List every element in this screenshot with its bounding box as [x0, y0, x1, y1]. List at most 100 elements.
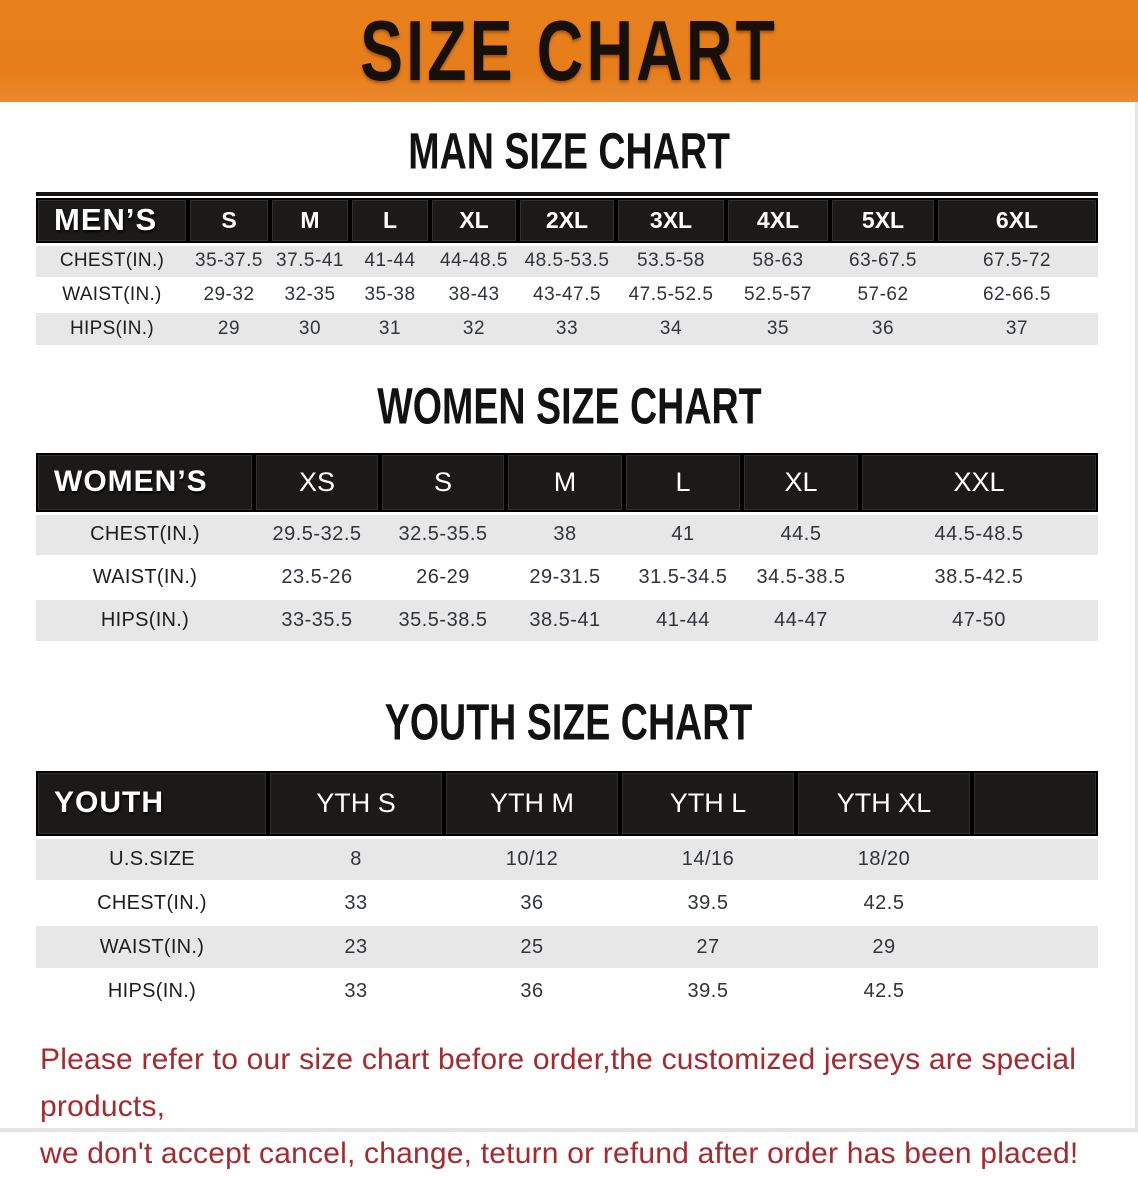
youth-column-header-2: YTH L [620, 771, 796, 839]
womens-column-header-5: XXL [860, 453, 1098, 515]
womens-cell-1-4: 34.5-38.5 [742, 556, 860, 599]
womens-cell-0-3: 41 [624, 513, 742, 556]
womens-cell-1-2: 29-31.5 [506, 556, 624, 599]
youth-corner-label: YOUTH [36, 771, 268, 839]
womens-cell-2-2: 38.5-41 [506, 599, 624, 642]
youth-row-label-3: HIPS(IN.) [36, 969, 268, 1013]
youth-header-spacer [972, 771, 1098, 839]
womens-cell-0-1: 32.5-35.5 [380, 513, 506, 556]
youth-cell-2-1: 25 [444, 925, 620, 969]
youth-section-heading: YOUTH SIZE CHART [0, 695, 1138, 751]
womens-corner-label: WOMEN’S [36, 453, 254, 515]
womens-cell-1-5: 38.5-42.5 [860, 556, 1098, 599]
women-section-heading-text: WOMEN SIZE CHART [376, 378, 762, 436]
youth-cell-2-2: 27 [620, 925, 796, 969]
mens-cell-1-2: 35-38 [350, 278, 430, 312]
youth-cell-3-2: 39.5 [620, 969, 796, 1013]
youth-row-label-0: U.S.SIZE [36, 837, 268, 881]
women-section-heading: WOMEN SIZE CHART [0, 379, 1138, 435]
mens-header-row: MEN’S S M L XL 2XL 3XL 4XL 5XL 6XL [36, 198, 1098, 246]
mens-cell-0-7: 63-67.5 [830, 244, 936, 278]
womens-cell-2-4: 44-47 [742, 599, 860, 642]
mens-cell-0-5: 53.5-58 [616, 244, 726, 278]
mens-cell-2-1: 30 [270, 312, 350, 346]
womens-row-1: WAIST(IN.) 23.5-26 26-29 29-31.5 31.5-34.5 34… [36, 556, 1098, 599]
youth-row-label-1: CHEST(IN.) [36, 881, 268, 925]
youth-column-header-1: YTH M [444, 771, 620, 839]
womens-row-0: CHEST(IN.) 29.5-32.5 32.5-35.5 38 41 44.5 44.5… [36, 513, 1098, 556]
mens-cell-0-0: 35-37.5 [188, 244, 270, 278]
mens-cell-2-3: 32 [430, 312, 518, 346]
youth-cell-1-0: 33 [268, 881, 444, 925]
mens-cell-2-5: 34 [616, 312, 726, 346]
mens-row-1: WAIST(IN.) 29-32 32-35 35-38 38-43 43-47.5 47.… [36, 278, 1098, 312]
mens-corner-label: MEN’S [36, 198, 188, 246]
mens-cell-2-0: 29 [188, 312, 270, 346]
womens-cell-0-2: 38 [506, 513, 624, 556]
mens-cell-0-2: 41-44 [350, 244, 430, 278]
mens-row-label-2: HIPS(IN.) [36, 312, 188, 346]
womens-header-row: WOMEN’S XS S M L XL XXL [36, 453, 1098, 515]
mens-size-table: MEN’S S M L XL 2XL 3XL 4XL 5XL 6XL CHEST(IN.) 35-37… [36, 198, 1098, 347]
youth-cell-1-2: 39.5 [620, 881, 796, 925]
womens-cell-1-0: 23.5-26 [254, 556, 380, 599]
mens-size-table-wrap: MEN’S S M L XL 2XL 3XL 4XL 5XL 6XL CHEST(IN.) 35-37… [36, 192, 1098, 347]
youth-cell-3-0: 33 [268, 969, 444, 1013]
womens-row-2: HIPS(IN.) 33-35.5 35.5-38.5 38.5-41 41-44 44-… [36, 599, 1098, 642]
womens-cell-1-3: 31.5-34.5 [624, 556, 742, 599]
mens-cell-1-4: 43-47.5 [518, 278, 616, 312]
mens-cell-0-1: 37.5-41 [270, 244, 350, 278]
mens-cell-2-6: 35 [726, 312, 830, 346]
youth-row-spacer [972, 969, 1098, 1013]
mens-cell-1-0: 29-32 [188, 278, 270, 312]
youth-cell-1-3: 42.5 [796, 881, 972, 925]
mens-cell-1-3: 38-43 [430, 278, 518, 312]
womens-cell-1-1: 26-29 [380, 556, 506, 599]
womens-column-header-1: S [380, 453, 506, 515]
womens-cell-2-1: 35.5-38.5 [380, 599, 506, 642]
womens-cell-0-0: 29.5-32.5 [254, 513, 380, 556]
womens-row-label-2: HIPS(IN.) [36, 599, 254, 642]
mens-cell-1-7: 57-62 [830, 278, 936, 312]
youth-row-label-2: WAIST(IN.) [36, 925, 268, 969]
youth-cell-0-2: 14/16 [620, 837, 796, 881]
womens-size-table-wrap: WOMEN’S XS S M L XL XXL CHEST(IN.) 29.5-32.5 32.5… [36, 453, 1098, 643]
mens-column-header-8: 6XL [936, 198, 1098, 246]
youth-size-table: YOUTH YTH S YTH M YTH L YTH XL U.S.SIZE 8 10/12… [36, 771, 1098, 1014]
youth-column-header-3: YTH XL [796, 771, 972, 839]
mens-cell-1-6: 52.5-57 [726, 278, 830, 312]
womens-cell-2-5: 47-50 [860, 599, 1098, 642]
mens-cell-2-2: 31 [350, 312, 430, 346]
youth-cell-0-3: 18/20 [796, 837, 972, 881]
mens-row-0: CHEST(IN.) 35-37.5 37.5-41 41-44 44-48.5 48.5… [36, 244, 1098, 278]
mens-cell-2-4: 33 [518, 312, 616, 346]
youth-row-spacer [972, 925, 1098, 969]
banner-title: SIZE CHART [359, 3, 779, 99]
mens-cell-0-4: 48.5-53.5 [518, 244, 616, 278]
mens-cell-1-1: 32-35 [270, 278, 350, 312]
youth-cell-2-0: 23 [268, 925, 444, 969]
mens-column-header-1: M [270, 198, 350, 246]
youth-column-header-0: YTH S [268, 771, 444, 839]
mens-row-2: HIPS(IN.) 29 30 31 32 33 34 35 36 37 [36, 312, 1098, 346]
womens-column-header-4: XL [742, 453, 860, 515]
youth-row-spacer [972, 837, 1098, 881]
mens-cell-1-5: 47.5-52.5 [616, 278, 726, 312]
order-policy-line-2: we don't accept cancel, change, teturn o… [40, 1137, 1079, 1170]
mens-column-header-6: 4XL [726, 198, 830, 246]
youth-row-2: WAIST(IN.) 23 25 27 29 [36, 925, 1098, 969]
youth-row-0: U.S.SIZE 8 10/12 14/16 18/20 [36, 837, 1098, 881]
mens-cell-2-8: 37 [936, 312, 1098, 346]
mens-column-header-5: 3XL [616, 198, 726, 246]
youth-cell-3-1: 36 [444, 969, 620, 1013]
youth-row-1: CHEST(IN.) 33 36 39.5 42.5 [36, 881, 1098, 925]
man-section-heading-text: MAN SIZE CHART [408, 123, 730, 181]
womens-cell-0-4: 44.5 [742, 513, 860, 556]
order-policy-note: Please refer to our size chart before or… [40, 1036, 1138, 1177]
womens-column-header-3: L [624, 453, 742, 515]
womens-cell-0-5: 44.5-48.5 [860, 513, 1098, 556]
youth-size-table-wrap: YOUTH YTH S YTH M YTH L YTH XL U.S.SIZE 8 10/12… [36, 771, 1098, 1014]
womens-size-table: WOMEN’S XS S M L XL XXL CHEST(IN.) 29.5-32.5 32.5… [36, 453, 1098, 643]
mens-cell-0-8: 67.5-72 [936, 244, 1098, 278]
